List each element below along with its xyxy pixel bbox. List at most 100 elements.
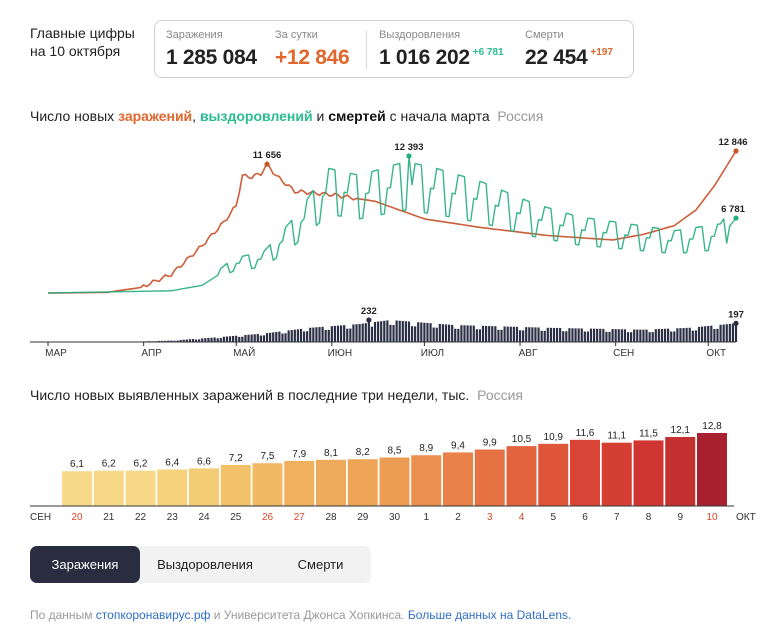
death-bar <box>367 320 370 342</box>
death-bar <box>161 340 164 342</box>
death-bar <box>293 329 296 342</box>
bar <box>93 470 124 506</box>
timeline-chart: МАР АПР МАЙ ИЮН ИЮЛ АВГ СЕН ОКТ 11 656 12 846 12 3… <box>30 137 748 359</box>
death-bar <box>302 331 306 342</box>
death-bar <box>296 329 300 342</box>
death-bar <box>518 330 522 342</box>
death-bar <box>139 341 142 342</box>
day-label: 2 <box>455 512 461 523</box>
death-bar <box>441 324 445 342</box>
death-bar <box>451 324 454 342</box>
bar <box>220 464 251 506</box>
day-label: 4 <box>519 512 525 523</box>
chart1-title-suffix: с начала марта <box>385 108 490 124</box>
death-bar <box>324 329 327 342</box>
death-bar <box>380 321 383 342</box>
death-bar <box>235 335 238 342</box>
death-bar <box>697 326 701 342</box>
day-label: 28 <box>325 512 337 523</box>
end-month-label: ОКТ <box>736 512 756 523</box>
chart1-title-sep: и <box>312 108 329 124</box>
death-bar <box>670 331 673 342</box>
death-bar <box>198 339 201 342</box>
bar-value-label: 10,5 <box>512 434 532 445</box>
bar-value-label: 7,5 <box>261 451 275 462</box>
tab-deaths[interactable]: Смерти <box>297 557 344 572</box>
source-link[interactable]: стопкоронавирус.рф <box>95 608 211 622</box>
stat-deaths-value: 22 454 +197 <box>525 46 613 70</box>
death-bar <box>330 326 333 342</box>
month-tick-label: СЕН <box>613 348 634 359</box>
stat-deaths: Смерти 22 454 +197 <box>525 29 613 70</box>
death-bar <box>154 341 158 342</box>
death-bar <box>722 324 725 342</box>
death-bar <box>398 320 401 342</box>
death-bar <box>552 327 556 342</box>
death-bar <box>630 332 633 342</box>
bar-value-label: 9,9 <box>483 438 497 449</box>
bar <box>474 449 505 506</box>
death-bar <box>636 329 639 342</box>
infections-peak-dot <box>264 161 270 167</box>
death-bar <box>608 331 611 342</box>
death-bar <box>546 327 549 342</box>
death-bar <box>602 328 605 342</box>
death-bar <box>734 323 738 342</box>
death-bar <box>414 326 417 342</box>
stat-deaths-label: Смерти <box>525 29 564 41</box>
death-bar <box>577 328 580 342</box>
stat-deaths-number: 22 454 <box>525 46 588 69</box>
chart1-title: Число новых заражений, выздоровлений и с… <box>30 108 543 124</box>
bar-value-label: 11,1 <box>607 431 626 442</box>
bar <box>570 439 600 506</box>
death-bar <box>549 327 552 342</box>
death-bar <box>626 332 630 342</box>
death-bar <box>494 326 497 342</box>
month-tick-label: МАР <box>45 348 67 359</box>
death-bar <box>392 325 395 342</box>
death-bar <box>592 328 596 342</box>
bar <box>125 470 156 506</box>
stat-infections-label: Заражения <box>166 29 223 41</box>
death-bar <box>540 330 543 342</box>
death-bar <box>596 328 599 342</box>
death-bar <box>145 341 148 342</box>
death-bar <box>420 322 423 342</box>
bar-value-label: 6,2 <box>102 459 116 470</box>
death-bar <box>287 330 290 342</box>
death-bar <box>562 331 565 342</box>
death-bar <box>454 328 457 342</box>
chart1-title-recoveries: выздоровлений <box>199 108 313 124</box>
footer-mid: и Университета Джонса Хопкинса. <box>210 608 405 622</box>
month-tick-label: ОКТ <box>706 348 726 359</box>
tab-recoveries[interactable]: Выздоровления <box>157 557 253 572</box>
death-bar <box>531 327 534 342</box>
datalens-link[interactable]: Больше данных на DataLens. <box>407 608 572 622</box>
bar-value-label: 8,5 <box>388 446 402 457</box>
day-label: 22 <box>135 512 147 523</box>
death-bar <box>373 321 377 342</box>
day-label: 21 <box>103 512 115 523</box>
death-bar <box>497 329 500 342</box>
death-bar <box>275 331 278 342</box>
bar-value-label: 11,6 <box>576 428 595 439</box>
death-bar <box>336 325 340 342</box>
bar <box>601 442 632 506</box>
recoveries-line <box>47 155 737 294</box>
chart1-title-deaths: смертей <box>328 108 386 124</box>
death-bar <box>611 329 614 342</box>
death-bar <box>142 341 145 342</box>
death-bar <box>534 327 537 342</box>
death-bar <box>728 323 731 342</box>
day-label: 1 <box>423 512 429 523</box>
death-bar <box>559 328 562 342</box>
death-bar <box>370 326 374 342</box>
death-bar <box>605 331 608 342</box>
bar <box>316 459 346 506</box>
bar-value-label: 10,9 <box>544 432 564 443</box>
day-label: 25 <box>230 512 242 523</box>
day-label: 9 <box>677 512 683 523</box>
death-bar <box>488 326 491 342</box>
tab-infections[interactable]: Заражения <box>30 546 140 583</box>
stat-infections-number: 1 285 084 <box>166 46 257 69</box>
